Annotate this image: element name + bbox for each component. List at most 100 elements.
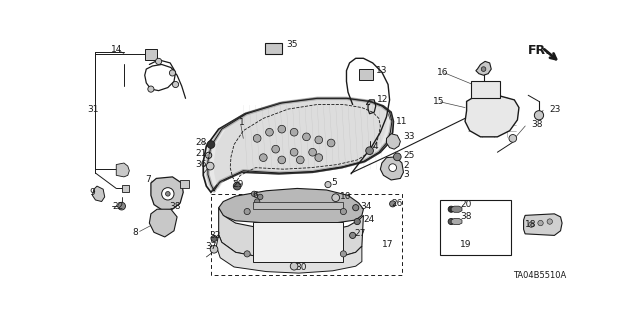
Text: 17: 17 bbox=[382, 240, 394, 249]
Text: 26: 26 bbox=[391, 199, 403, 208]
Bar bbox=[145, 49, 157, 60]
Text: 3: 3 bbox=[403, 170, 409, 179]
Circle shape bbox=[211, 235, 217, 241]
Circle shape bbox=[166, 191, 170, 196]
Circle shape bbox=[315, 136, 323, 144]
Polygon shape bbox=[149, 209, 177, 237]
Circle shape bbox=[234, 182, 241, 190]
Circle shape bbox=[170, 70, 175, 76]
Text: 25: 25 bbox=[403, 151, 415, 160]
Circle shape bbox=[325, 182, 331, 188]
Text: 24: 24 bbox=[364, 216, 374, 225]
Bar bbox=[359, 69, 372, 80]
Text: 11: 11 bbox=[396, 117, 407, 126]
Bar bbox=[211, 194, 402, 275]
Circle shape bbox=[156, 58, 162, 64]
Circle shape bbox=[118, 202, 125, 210]
Text: 9: 9 bbox=[90, 188, 95, 197]
Circle shape bbox=[538, 220, 543, 226]
Text: 14: 14 bbox=[111, 45, 122, 54]
Circle shape bbox=[353, 204, 359, 211]
Circle shape bbox=[252, 191, 257, 197]
Text: 32: 32 bbox=[209, 231, 221, 240]
Text: 19: 19 bbox=[460, 240, 472, 249]
Text: 4: 4 bbox=[372, 142, 378, 151]
Circle shape bbox=[547, 219, 552, 224]
Text: FR.: FR. bbox=[528, 44, 551, 57]
Bar bbox=[180, 180, 189, 188]
Text: 30: 30 bbox=[296, 263, 307, 272]
Circle shape bbox=[210, 245, 218, 253]
Circle shape bbox=[278, 156, 285, 164]
Circle shape bbox=[340, 251, 346, 257]
Circle shape bbox=[266, 128, 273, 136]
Polygon shape bbox=[92, 186, 105, 202]
Text: 38: 38 bbox=[460, 212, 472, 221]
Text: 34: 34 bbox=[360, 202, 372, 211]
Circle shape bbox=[529, 222, 534, 227]
Circle shape bbox=[255, 199, 260, 204]
Circle shape bbox=[394, 153, 401, 161]
Bar bbox=[440, 200, 511, 256]
Circle shape bbox=[327, 139, 335, 147]
Circle shape bbox=[308, 148, 316, 156]
Circle shape bbox=[207, 154, 210, 157]
Text: 18: 18 bbox=[525, 220, 536, 229]
Text: TA04B5510A: TA04B5510A bbox=[513, 271, 566, 280]
Text: 2: 2 bbox=[403, 161, 409, 170]
Text: 31: 31 bbox=[88, 105, 99, 114]
Text: 21: 21 bbox=[196, 149, 207, 158]
Text: 6: 6 bbox=[253, 191, 259, 200]
Polygon shape bbox=[219, 208, 364, 260]
Text: 37: 37 bbox=[205, 242, 216, 251]
Circle shape bbox=[291, 148, 298, 156]
Circle shape bbox=[162, 188, 174, 200]
Circle shape bbox=[340, 208, 346, 215]
Circle shape bbox=[448, 219, 454, 225]
Text: 8: 8 bbox=[132, 228, 138, 237]
Text: 28: 28 bbox=[196, 138, 207, 147]
Text: 13: 13 bbox=[376, 66, 387, 75]
Circle shape bbox=[349, 232, 356, 239]
Polygon shape bbox=[204, 98, 394, 192]
Bar bbox=[265, 43, 282, 55]
Polygon shape bbox=[380, 157, 403, 180]
Text: 38: 38 bbox=[170, 202, 181, 211]
Polygon shape bbox=[219, 189, 364, 225]
Text: 27: 27 bbox=[354, 229, 365, 238]
Text: 7: 7 bbox=[145, 175, 150, 184]
Circle shape bbox=[259, 154, 267, 161]
Text: 22: 22 bbox=[113, 202, 124, 211]
Circle shape bbox=[389, 164, 397, 172]
Polygon shape bbox=[387, 134, 401, 149]
Bar bbox=[253, 221, 344, 262]
Text: 33: 33 bbox=[403, 132, 415, 141]
Circle shape bbox=[244, 208, 250, 215]
Text: 1: 1 bbox=[239, 118, 244, 128]
Polygon shape bbox=[451, 206, 462, 212]
Circle shape bbox=[207, 141, 215, 148]
Circle shape bbox=[278, 125, 285, 133]
Polygon shape bbox=[116, 163, 129, 177]
Bar bbox=[253, 202, 344, 209]
Circle shape bbox=[354, 219, 360, 225]
Circle shape bbox=[257, 194, 263, 200]
Text: 38: 38 bbox=[531, 120, 543, 129]
Polygon shape bbox=[451, 219, 462, 225]
Circle shape bbox=[509, 135, 516, 142]
Text: 12: 12 bbox=[378, 95, 388, 104]
Text: 29: 29 bbox=[232, 180, 244, 189]
Text: 36: 36 bbox=[196, 160, 207, 169]
Polygon shape bbox=[476, 61, 492, 75]
Circle shape bbox=[534, 111, 543, 120]
Circle shape bbox=[303, 133, 310, 141]
Circle shape bbox=[296, 156, 304, 164]
Circle shape bbox=[481, 67, 486, 71]
Circle shape bbox=[291, 262, 298, 270]
Polygon shape bbox=[214, 97, 387, 189]
Polygon shape bbox=[216, 235, 362, 273]
Circle shape bbox=[172, 81, 179, 87]
Circle shape bbox=[448, 206, 454, 212]
Circle shape bbox=[332, 194, 340, 202]
Text: 5: 5 bbox=[331, 178, 337, 187]
